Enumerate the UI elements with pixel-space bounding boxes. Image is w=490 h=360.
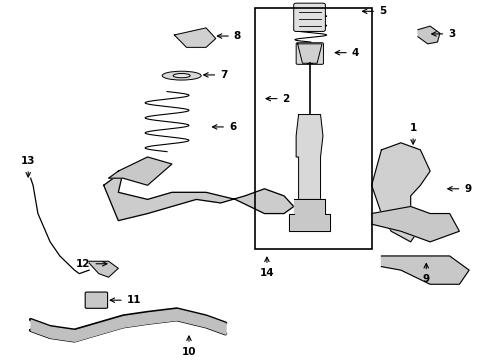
Text: 11: 11 bbox=[110, 295, 141, 305]
Polygon shape bbox=[372, 143, 430, 242]
Text: 10: 10 bbox=[182, 336, 196, 357]
Text: 5: 5 bbox=[363, 6, 386, 16]
Polygon shape bbox=[381, 256, 469, 284]
FancyBboxPatch shape bbox=[85, 292, 108, 308]
Ellipse shape bbox=[162, 71, 201, 80]
FancyBboxPatch shape bbox=[296, 43, 323, 64]
FancyBboxPatch shape bbox=[294, 3, 325, 31]
Polygon shape bbox=[372, 207, 460, 242]
Text: 9: 9 bbox=[423, 264, 430, 284]
Text: 8: 8 bbox=[218, 31, 241, 41]
Polygon shape bbox=[174, 28, 216, 48]
Text: 7: 7 bbox=[204, 70, 227, 80]
Polygon shape bbox=[418, 26, 440, 44]
Bar bbox=[255, 9, 372, 249]
Polygon shape bbox=[109, 157, 172, 185]
Text: 1: 1 bbox=[410, 123, 416, 144]
Polygon shape bbox=[104, 171, 294, 221]
Polygon shape bbox=[89, 261, 118, 277]
Text: 9: 9 bbox=[448, 184, 471, 194]
Text: 12: 12 bbox=[76, 259, 107, 269]
Text: 2: 2 bbox=[266, 94, 290, 104]
Text: 14: 14 bbox=[260, 257, 274, 278]
Polygon shape bbox=[289, 199, 330, 231]
Ellipse shape bbox=[173, 73, 190, 78]
Text: 3: 3 bbox=[432, 29, 455, 39]
Polygon shape bbox=[297, 44, 322, 63]
Text: 13: 13 bbox=[21, 156, 35, 177]
Text: 4: 4 bbox=[335, 48, 359, 58]
Text: 6: 6 bbox=[213, 122, 236, 132]
Polygon shape bbox=[296, 114, 323, 199]
